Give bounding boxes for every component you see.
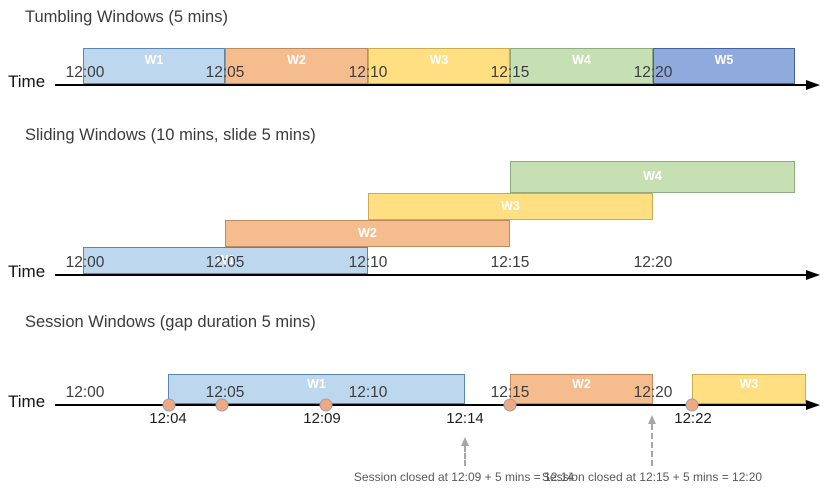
window-w3 xyxy=(368,48,510,84)
axis-tick-label: 12:15 xyxy=(490,254,530,271)
window-label: W1 xyxy=(307,377,326,391)
window-w2 xyxy=(225,220,510,247)
axis-tick-label: 12:10 xyxy=(348,384,388,401)
time-axis-label: Time xyxy=(8,262,46,281)
axis-tick-label: 12:05 xyxy=(205,384,245,401)
time-axis xyxy=(55,274,807,276)
session-close-annotation: Session closed at 12:09 + 5 mins = 12:14 xyxy=(353,470,575,484)
event-dot xyxy=(215,398,229,412)
time-axis-arrowhead-icon xyxy=(806,399,820,410)
window-label: W3 xyxy=(429,53,449,67)
event-dot xyxy=(503,398,517,412)
time-axis-label: Time xyxy=(8,72,46,91)
event-time-label: 12:22 xyxy=(674,410,712,427)
time-axis-arrowhead-icon xyxy=(806,269,820,280)
axis-tick-label: 12:20 xyxy=(633,384,673,401)
time-axis-arrowhead-icon xyxy=(806,79,820,90)
window-w4 xyxy=(510,48,653,84)
arrowhead-up-icon xyxy=(461,437,469,446)
window-w4 xyxy=(510,161,795,193)
window-label: W3 xyxy=(501,198,520,213)
window-label: W4 xyxy=(643,169,662,183)
window-w1 xyxy=(83,247,368,274)
session-close-arrow-icon xyxy=(461,437,469,466)
event-time-label: 12:09 xyxy=(303,410,341,427)
axis-tick-label: 12:05 xyxy=(205,254,245,271)
time-axis xyxy=(55,84,807,86)
window-label: W4 xyxy=(572,53,591,67)
window-label: W1 xyxy=(144,53,164,67)
event-dot xyxy=(162,398,176,412)
time-axis xyxy=(55,404,807,406)
axis-tick-label: 12:20 xyxy=(633,64,673,81)
axis-tick-label: 12:20 xyxy=(633,254,673,271)
window-w3 xyxy=(368,193,653,220)
axis-tick-label: 12:10 xyxy=(348,254,388,271)
axis-tick-label: 12:00 xyxy=(65,64,105,81)
window-w2 xyxy=(510,374,653,404)
window-label: W1 xyxy=(216,252,235,267)
section-title: Sliding Windows (10 mins, slide 5 mins) xyxy=(25,126,316,144)
event-time-label: 12:14 xyxy=(446,410,484,427)
section-title: Session Windows (gap duration 5 mins) xyxy=(25,313,316,331)
window-label: W2 xyxy=(358,225,377,240)
window-w3 xyxy=(692,374,806,404)
axis-tick-label: 12:10 xyxy=(348,64,388,81)
axis-tick-label: 12:00 xyxy=(65,254,105,271)
window-label: W5 xyxy=(714,53,734,67)
section-title: Tumbling Windows (5 mins) xyxy=(25,8,228,26)
arrowhead-up-icon xyxy=(648,415,656,424)
axis-tick-label: 12:00 xyxy=(65,384,105,401)
window-w2 xyxy=(225,48,368,84)
window-w5 xyxy=(653,48,795,84)
axis-tick-label: 12:15 xyxy=(490,384,530,401)
session-close-arrow-icon xyxy=(648,415,656,466)
window-label: W3 xyxy=(739,377,759,391)
axis-tick-label: 12:05 xyxy=(205,64,245,81)
window-label: W2 xyxy=(287,53,306,67)
time-axis-label: Time xyxy=(8,392,46,411)
session-close-annotation: Session closed at 12:15 + 5 mins = 12:20 xyxy=(541,470,763,484)
event-dot xyxy=(319,398,333,412)
dashed-line xyxy=(651,424,653,466)
window-w1 xyxy=(83,48,225,84)
event-dot xyxy=(685,398,699,412)
event-time-label: 12:04 xyxy=(149,410,187,427)
dashed-line xyxy=(464,446,466,466)
axis-tick-label: 12:15 xyxy=(490,64,530,81)
window-label: W2 xyxy=(572,377,591,391)
